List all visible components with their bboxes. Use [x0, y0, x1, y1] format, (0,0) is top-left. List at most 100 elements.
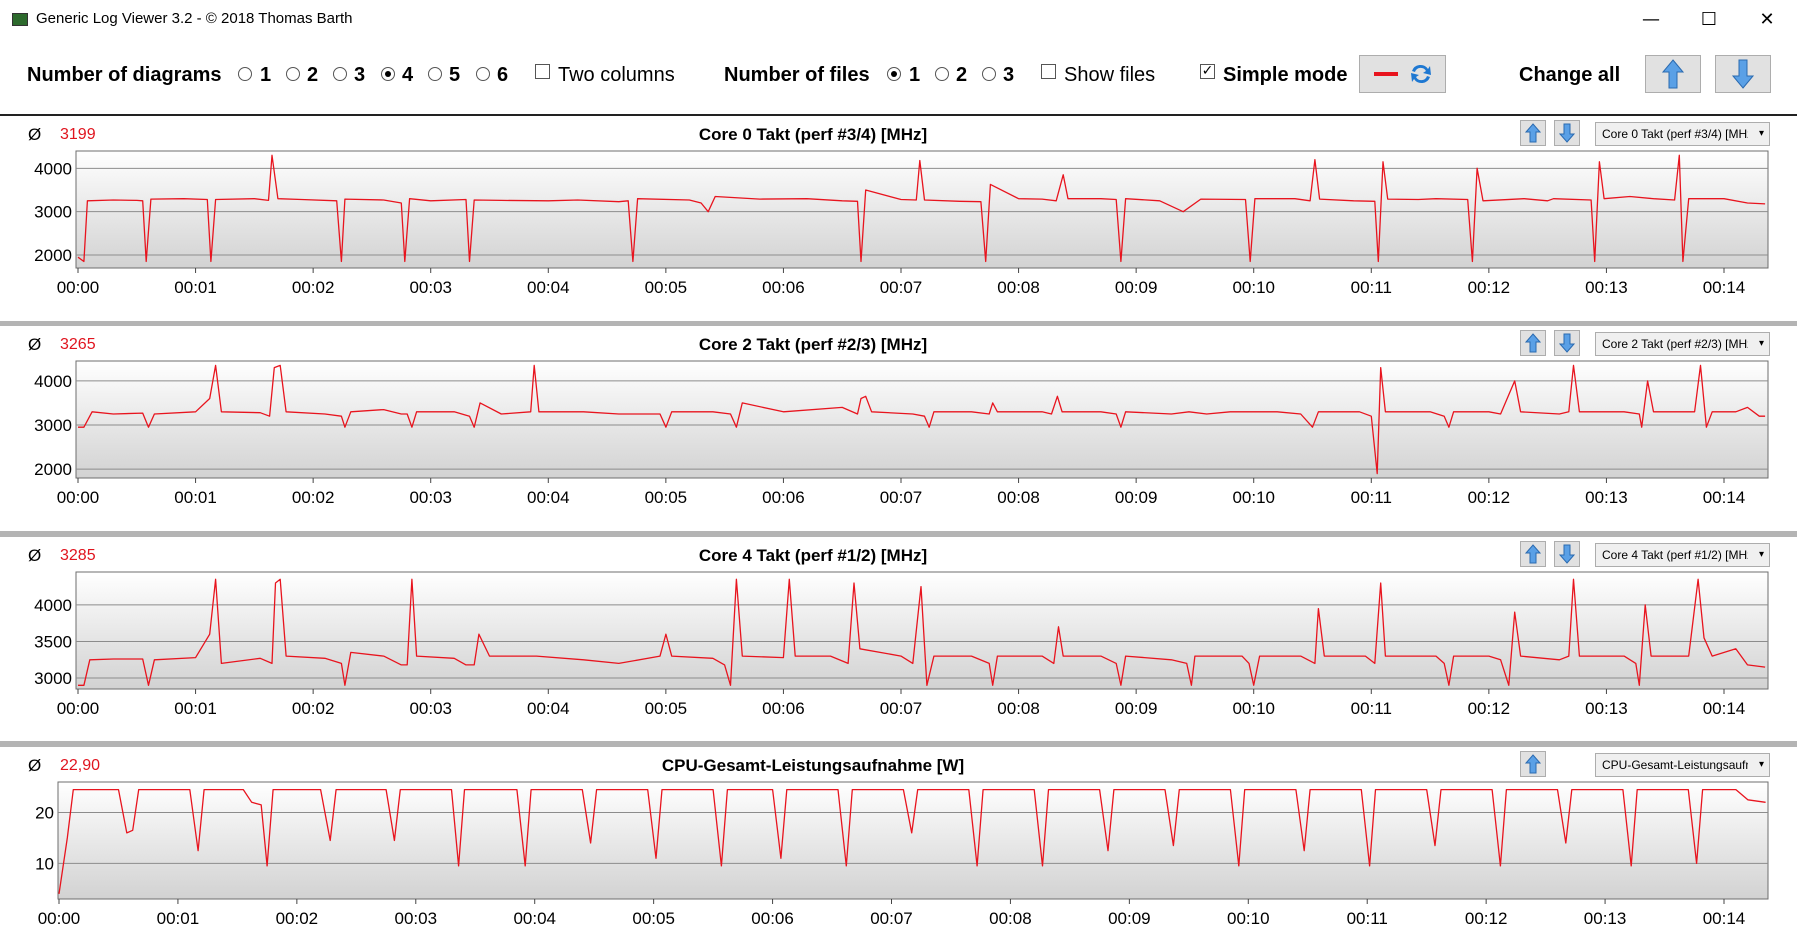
x-tick-label: 00:12 — [1468, 699, 1511, 718]
diagram-radio-5-label: 5 — [449, 64, 461, 86]
sensor-select[interactable]: Core 0 Takt (perf #3/4) [MHz] ▾ — [1595, 122, 1770, 146]
move-diagram-down-button[interactable] — [1554, 330, 1580, 356]
average-symbol: Ø — [28, 335, 42, 354]
app-icon — [12, 13, 28, 26]
x-tick-label: 00:01 — [174, 699, 217, 718]
sensor-select[interactable]: CPU-Gesamt-Leistungsaufnahme [W] ▾ — [1595, 753, 1770, 777]
plot-area — [75, 360, 1769, 479]
diagram-title: Core 2 Takt (perf #2/3) [MHz] — [698, 335, 928, 354]
average-value: 3265 — [60, 336, 96, 353]
number-of-files-label: Number of files — [724, 64, 870, 86]
y-tick-label: 3000 — [34, 203, 72, 222]
plot-area — [75, 571, 1769, 690]
panel-divider[interactable] — [0, 531, 1797, 537]
sensor-select[interactable]: Core 4 Takt (perf #1/2) [MHz] ▾ — [1595, 543, 1770, 567]
x-tick-label: 00:14 — [1703, 488, 1746, 507]
arrow-up-icon — [1661, 59, 1685, 89]
x-tick-label: 00:00 — [57, 278, 100, 297]
average-value: 3199 — [60, 126, 96, 143]
diagram-radio-4[interactable] — [381, 67, 395, 81]
x-tick-label: 00:03 — [409, 278, 452, 297]
diagram-panel: Ø 3199 Core 0 Takt (perf #3/4) [MHz] Core 0… — [0, 116, 1797, 321]
file-radio-3[interactable] — [982, 67, 996, 81]
y-tick-label: 3000 — [34, 669, 72, 688]
arrow-up-icon — [1524, 333, 1542, 353]
x-tick-label: 00:08 — [997, 488, 1040, 507]
move-all-up-button[interactable] — [1645, 55, 1701, 93]
color-swap-icon — [1373, 64, 1431, 84]
x-tick-label: 00:07 — [880, 488, 923, 507]
simple-mode-label: Simple mode — [1223, 64, 1348, 86]
file-radio-1[interactable] — [887, 67, 901, 81]
diagram-radio-1[interactable] — [238, 67, 252, 81]
average-value: 3285 — [60, 547, 96, 564]
chart-svg: 10 20 00:00 00:01 00:02 00:03 00:04 00:05 00:06 0… — [35, 781, 1769, 928]
average-symbol: Ø — [28, 546, 42, 565]
x-tick-label: 00:10 — [1232, 488, 1275, 507]
diagram-radio-5[interactable] — [428, 67, 442, 81]
move-diagram-down-button[interactable] — [1554, 541, 1580, 567]
show-files-checkbox[interactable] — [1041, 64, 1056, 79]
file-radio-2-label: 2 — [956, 64, 968, 86]
x-tick-label: 00:03 — [409, 488, 452, 507]
sensor-select-value: Core 2 Takt (perf #2/3) [MHz] — [1602, 337, 1748, 351]
move-diagram-down-button[interactable] — [1554, 120, 1580, 146]
x-tick-label: 00:13 — [1584, 909, 1627, 928]
sensor-select[interactable]: Core 2 Takt (perf #2/3) [MHz] ▾ — [1595, 332, 1770, 356]
arrow-down-icon — [1731, 59, 1755, 89]
average-symbol: Ø — [28, 756, 42, 775]
x-tick-label: 00:14 — [1703, 278, 1746, 297]
chart-svg: 2000 3000 4000 00:00 00:01 00:02 00:03 00:04 00:… — [34, 150, 1769, 297]
diagram-radio-3[interactable] — [333, 67, 347, 81]
move-diagram-up-button[interactable] — [1520, 541, 1546, 567]
x-tick-label: 00:01 — [174, 488, 217, 507]
chart-svg: 3000 3500 4000 00:00 00:01 00:02 00:03 00:04 00:… — [34, 571, 1769, 718]
series-line — [78, 578, 1766, 686]
move-diagram-up-button[interactable] — [1520, 751, 1546, 777]
x-tick-label: 00:01 — [157, 909, 200, 928]
diagram-radio-2[interactable] — [286, 67, 300, 81]
arrow-down-icon — [1558, 333, 1576, 353]
diagram-radio-6[interactable] — [476, 67, 490, 81]
y-tick-label: 2000 — [34, 246, 72, 265]
diagram-radio-3-label: 3 — [354, 64, 366, 86]
arrow-down-icon — [1558, 123, 1576, 143]
show-files-label: Show files — [1064, 64, 1156, 86]
x-tick-label: 00:04 — [513, 909, 556, 928]
x-tick-label: 00:04 — [527, 488, 570, 507]
move-diagram-up-button[interactable] — [1520, 330, 1546, 356]
minimize-icon[interactable]: — — [1642, 8, 1660, 30]
panel-divider[interactable] — [0, 741, 1797, 747]
series-line — [77, 154, 1766, 263]
x-tick-label: 00:02 — [292, 488, 335, 507]
y-tick-label: 4000 — [34, 159, 72, 178]
arrow-up-icon — [1524, 544, 1542, 564]
x-tick-label: 00:06 — [762, 699, 805, 718]
move-diagram-up-button[interactable] — [1520, 120, 1546, 146]
x-tick-label: 00:07 — [880, 699, 923, 718]
sensor-select-value: CPU-Gesamt-Leistungsaufnahme [W] — [1602, 758, 1748, 772]
maximize-icon[interactable]: ☐ — [1700, 8, 1718, 30]
x-tick-label: 00:04 — [527, 278, 570, 297]
series-style-button[interactable] — [1359, 55, 1446, 93]
panel-divider[interactable] — [0, 321, 1797, 327]
close-icon[interactable]: ✕ — [1759, 8, 1775, 30]
arrow-up-icon — [1524, 123, 1542, 143]
x-tick-label: 00:13 — [1585, 699, 1628, 718]
move-all-down-button[interactable] — [1715, 55, 1771, 93]
y-tick-label: 20 — [35, 804, 54, 823]
average-symbol: Ø — [28, 125, 42, 144]
two-columns-checkbox[interactable] — [535, 64, 550, 79]
y-tick-label: 4000 — [34, 596, 72, 615]
x-tick-label: 00:05 — [632, 909, 675, 928]
file-radio-2[interactable] — [935, 67, 949, 81]
y-tick-label: 4000 — [34, 372, 72, 391]
x-tick-label: 00:08 — [997, 699, 1040, 718]
diagram-radio-4-label: 4 — [402, 64, 414, 86]
x-tick-label: 00:07 — [880, 278, 923, 297]
diagram-panel: Ø 22,90 CPU-Gesamt-Leistungsaufnahme [W] CP… — [0, 747, 1797, 952]
x-tick-label: 00:06 — [762, 488, 805, 507]
x-tick-label: 00:13 — [1585, 488, 1628, 507]
simple-mode-checkbox[interactable]: ✓ — [1200, 63, 1215, 79]
x-tick-label: 00:00 — [57, 699, 100, 718]
